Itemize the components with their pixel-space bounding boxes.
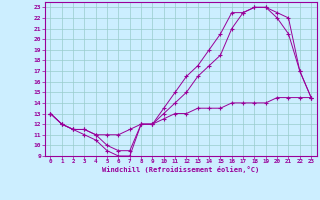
X-axis label: Windchill (Refroidissement éolien,°C): Windchill (Refroidissement éolien,°C) bbox=[102, 166, 260, 173]
